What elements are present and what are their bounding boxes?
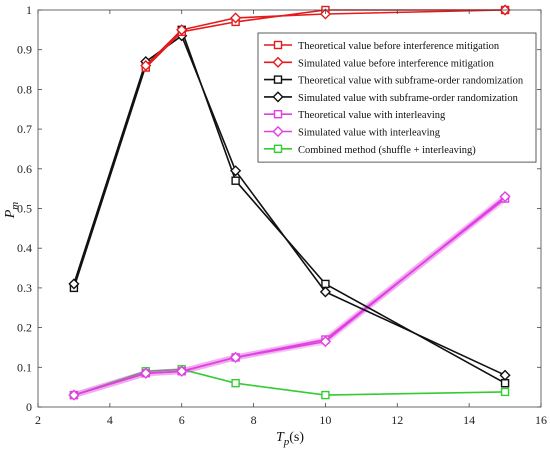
x-tick-label: 10 bbox=[319, 413, 331, 427]
square-marker bbox=[273, 144, 283, 154]
series-line bbox=[73, 35, 506, 376]
diamond-marker bbox=[272, 125, 284, 138]
legend-box bbox=[257, 32, 537, 163]
diamond-marker bbox=[272, 56, 284, 68]
y-tick-label: 1 bbox=[26, 3, 32, 17]
legend-label: Theoretical value with interleaving bbox=[298, 110, 446, 121]
y-tick-label: 0 bbox=[26, 400, 32, 414]
square-marker bbox=[273, 40, 283, 50]
x-tick-label: 8 bbox=[251, 413, 257, 427]
diamond-marker bbox=[68, 278, 80, 290]
diamond-marker bbox=[230, 351, 242, 363]
legend-entry: Combined method (shuffle + interleaving) bbox=[264, 144, 476, 156]
square-marker bbox=[273, 109, 283, 119]
y-tick-label: 0.5 bbox=[17, 202, 32, 216]
diamond-marker bbox=[140, 367, 152, 379]
diamond-marker bbox=[499, 369, 511, 381]
x-tick-label: 4 bbox=[107, 413, 113, 427]
y-tick-label: 0.1 bbox=[17, 360, 32, 374]
diamond-marker bbox=[140, 59, 152, 72]
series-layer bbox=[68, 4, 511, 401]
y-tick-label: 0.2 bbox=[17, 321, 32, 335]
x-tick-label: 12 bbox=[391, 413, 403, 427]
legend-entry: Simulated value with subframe-order rand… bbox=[264, 91, 519, 104]
square-marker bbox=[321, 390, 330, 400]
legend-label: Theoretical value before interference mi… bbox=[298, 41, 500, 52]
x-tick-label: 2 bbox=[35, 413, 41, 427]
square-marker bbox=[273, 75, 283, 84]
legend-entry: Theoretical value with subframe-order ra… bbox=[264, 75, 524, 87]
y-tick-label: 0.9 bbox=[17, 43, 32, 57]
legend: Theoretical value before interference mi… bbox=[257, 32, 537, 163]
diamond-marker bbox=[499, 191, 511, 203]
diamond-marker bbox=[230, 12, 242, 24]
y-tick-label: 0.6 bbox=[17, 162, 32, 176]
diamond-marker bbox=[319, 335, 332, 348]
series-1 bbox=[140, 4, 511, 72]
series-5 bbox=[68, 191, 511, 401]
legend-label: Simulated value with interleaving bbox=[298, 128, 441, 139]
diamond-marker bbox=[176, 365, 188, 377]
x-tick-label: 16 bbox=[535, 413, 547, 427]
legend-entry: Theoretical value with interleaving bbox=[264, 109, 446, 121]
y-tick-label: 0.4 bbox=[17, 241, 32, 255]
legend-entry: Simulated value before interference miti… bbox=[264, 56, 495, 69]
legend-entry: Theoretical value before interference mi… bbox=[264, 40, 500, 52]
diamond-marker bbox=[319, 286, 332, 298]
y-axis-label: Pm bbox=[3, 202, 21, 220]
legend-label: Theoretical value with subframe-order ra… bbox=[298, 76, 524, 87]
series-line bbox=[73, 368, 506, 396]
legend-label: Simulated value with subframe-order rand… bbox=[298, 93, 519, 104]
axes: 2 4 6 8 10 12 14 16 0 0.1 0.2 0.3 0.4 0.5 0.6 0.7 0.8 0.9… bbox=[3, 3, 547, 448]
legend-entry: Simulated value with interleaving bbox=[264, 125, 441, 139]
legend-label: Simulated value before interference miti… bbox=[298, 58, 495, 69]
square-marker bbox=[500, 387, 510, 397]
series-line bbox=[73, 195, 506, 396]
x-axis-label: Tp(s) bbox=[276, 430, 304, 448]
legend-label: Combined method (shuffle + interleaving) bbox=[298, 145, 476, 156]
x-tick-label: 6 bbox=[179, 413, 185, 427]
square-marker bbox=[231, 176, 240, 185]
square-marker bbox=[231, 378, 240, 388]
diamond-marker bbox=[272, 91, 284, 103]
y-tick-label: 0.7 bbox=[17, 122, 32, 136]
diamond-marker bbox=[68, 389, 80, 401]
diamond-marker bbox=[176, 24, 188, 36]
diamond-marker bbox=[230, 165, 242, 177]
y-tick-label: 0.8 bbox=[17, 82, 32, 96]
y-tick-label: 0.3 bbox=[17, 281, 32, 295]
x-tick-label: 14 bbox=[463, 413, 475, 427]
